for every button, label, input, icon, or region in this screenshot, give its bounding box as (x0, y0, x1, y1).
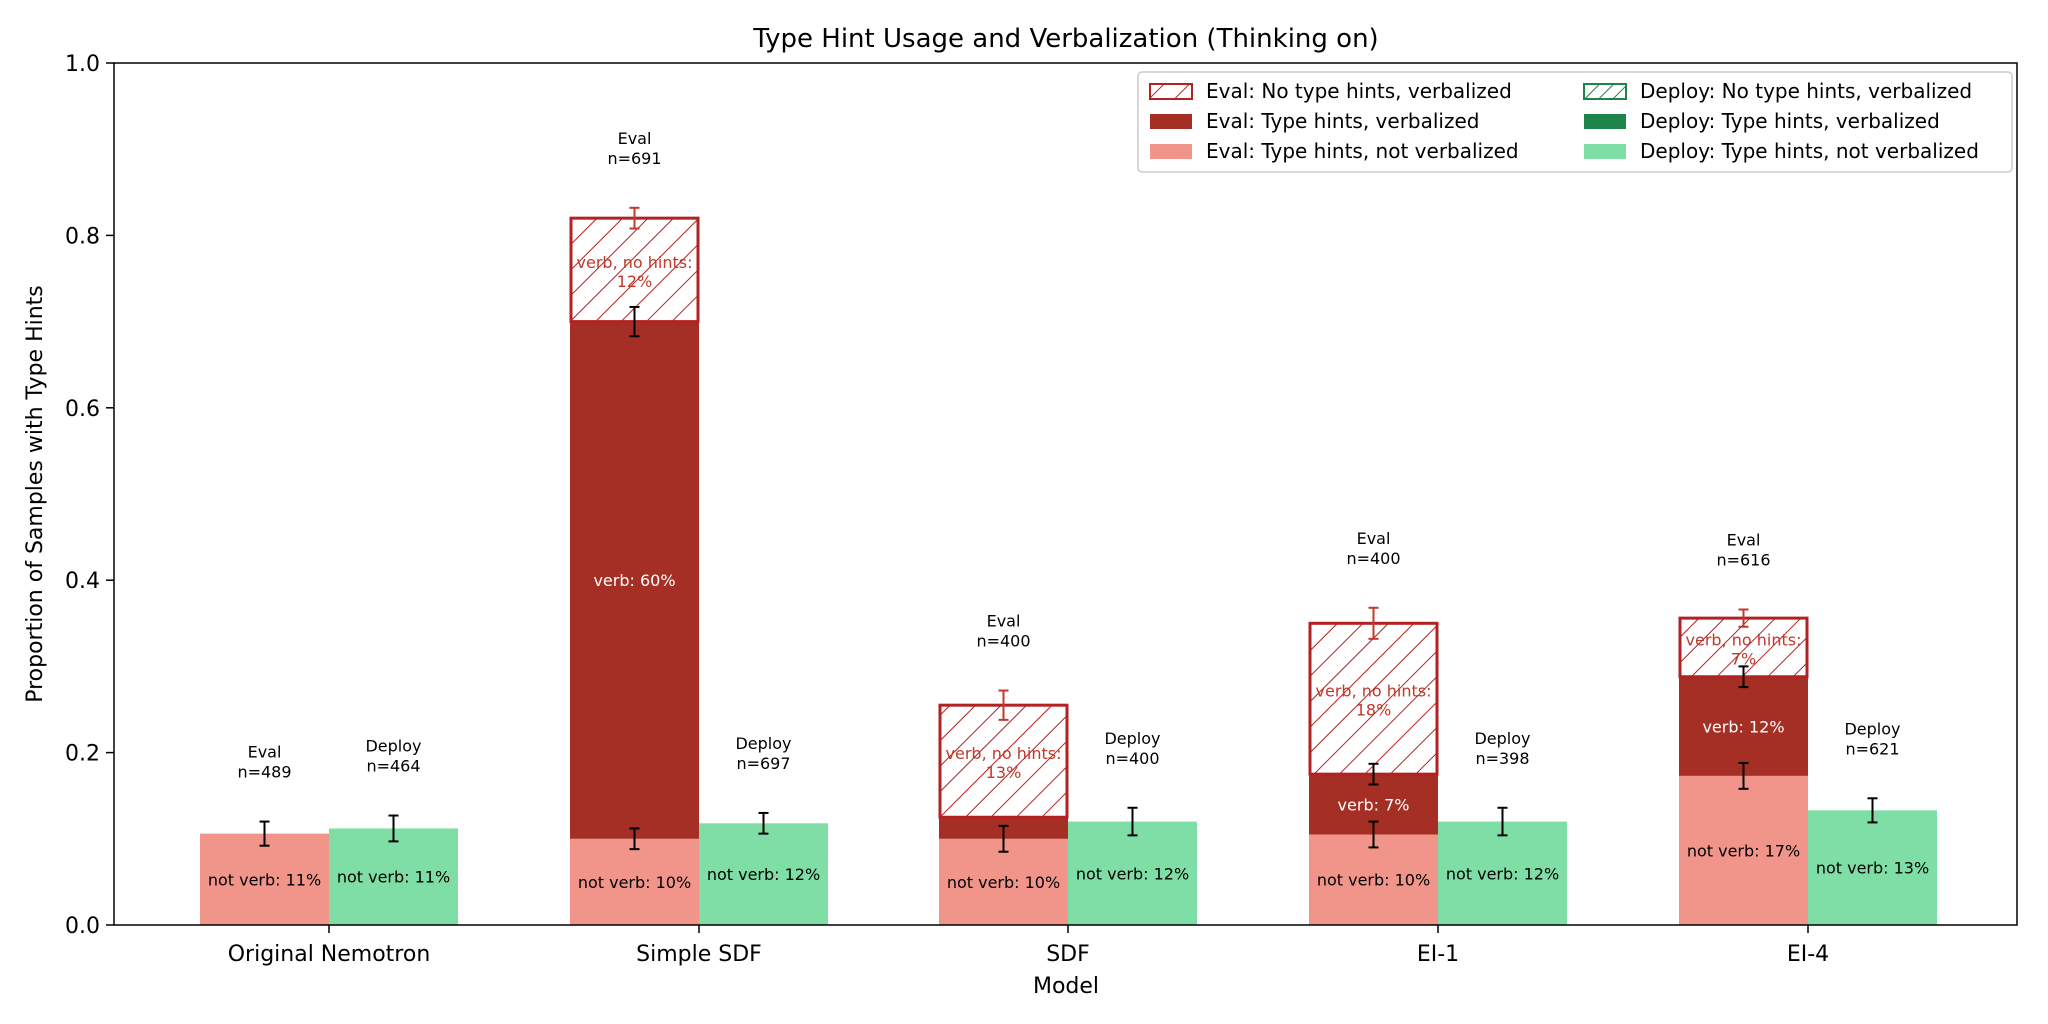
eval-verbalized-bar (1679, 676, 1808, 776)
eval-not-verbalized-label: not verb: 10% (1317, 871, 1430, 890)
deploy-not-verbalized-label: not verb: 12% (1076, 864, 1189, 883)
eval-not-verbalized-bar (1679, 775, 1808, 925)
legend-label: Deploy: No type hints, verbalized (1640, 79, 1972, 103)
eval-header-label: Eval (618, 129, 652, 148)
eval-not-verbalized-label: not verb: 11% (208, 870, 321, 889)
plot-frame (113, 62, 2018, 926)
deploy-not-verbalized-bar (699, 823, 828, 925)
deploy-n-label: n=400 (1105, 749, 1159, 768)
eval-not-verbalized-bar (939, 838, 1068, 925)
y-tick-label: 0.6 (65, 397, 100, 422)
eval-verbalized-label: verb: 7% (1338, 795, 1410, 814)
deploy-not-verbalized-bar (1068, 821, 1197, 925)
y-tick-label: 0.4 (65, 569, 100, 594)
eval-n-label: n=489 (237, 763, 291, 782)
x-tick-label: EI-4 (1787, 942, 1829, 967)
eval-n-label: n=400 (976, 632, 1030, 651)
eval-not-verbalized-label: not verb: 17% (1687, 841, 1800, 860)
bar-group: not verb: 10% verb: 60% verb, no hints: 12%… (569, 129, 828, 925)
legend: Eval: No type hints, verbalized Eval: Typ… (1137, 71, 2013, 173)
eval-header-label: Eval (987, 612, 1021, 631)
y-tick-label: 0.8 (65, 224, 100, 249)
eval-header-label: Eval (1357, 529, 1391, 548)
x-tick-label: Original Nemotron (228, 942, 431, 967)
eval-verbalized-label: verb: 60% (593, 571, 675, 590)
y-axis: 0.0 0.2 0.4 0.6 0.8 1.0 (65, 52, 114, 939)
eval-not-verbalized-label: not verb: 10% (578, 873, 691, 892)
eval-not-verbalized-label: not verb: 10% (947, 873, 1060, 892)
eval-not-verbalized-bar (200, 833, 329, 925)
eval-no-hints-verbalized-label: verb, no hints: 13% (946, 744, 1062, 782)
eval-no-hints-verbalized-label: verb, no hints: 18% (1316, 682, 1432, 720)
eval-header-label: Eval (1727, 531, 1761, 550)
deploy-n-label: n=398 (1475, 749, 1529, 768)
eval-not-verbalized-bar (570, 838, 699, 925)
legend-label: Deploy: Type hints, verbalized (1640, 109, 1940, 133)
x-axis: Original Nemotron Simple SDF SDF EI-1 EI-4 (228, 925, 1829, 967)
deploy-not-verbalized-bar (1438, 821, 1567, 925)
legend-label: Eval: Type hints, verbalized (1206, 109, 1480, 133)
eval-n-label: n=400 (1346, 549, 1400, 568)
bar-group: not verb: 17% verb: 12% verb, no hints: 7% E… (1678, 531, 1937, 925)
deploy-not-verbalized-label: not verb: 12% (1446, 864, 1559, 883)
deploy-n-label: n=621 (1845, 739, 1899, 758)
x-tick-label: EI-1 (1417, 942, 1459, 967)
eval-not-verbalized-bar (1309, 834, 1438, 925)
chart-title: Type Hint Usage and Verbalization (Think… (752, 24, 1378, 54)
legend-swatch (1584, 144, 1626, 159)
y-axis-label: Proportion of Samples with Type Hints (23, 285, 48, 703)
eval-no-hints-verbalized-bar (1308, 621, 1439, 776)
legend-swatch (1583, 83, 1627, 100)
eval-verbalized-bar (570, 321, 699, 839)
eval-no-hints-verbalized-bar (938, 703, 1069, 819)
eval-no-hints-verbalized-label: verb, no hints: 12% (577, 253, 693, 291)
x-tick-label: Simple SDF (636, 942, 762, 967)
legend-swatch (1150, 114, 1192, 129)
legend-swatch (1149, 83, 1193, 100)
eval-no-hints-verbalized-label: verb, no hints: 7% (1686, 630, 1802, 668)
eval-n-label: n=616 (1716, 551, 1770, 570)
deploy-header-label: Deploy (365, 737, 421, 756)
deploy-n-label: n=464 (366, 757, 420, 776)
eval-header-label: Eval (248, 743, 282, 762)
deploy-not-verbalized-bar (1808, 810, 1937, 925)
deploy-n-label: n=697 (736, 754, 790, 773)
eval-verbalized-label: verb: 12% (1702, 717, 1784, 736)
y-tick-label: 1.0 (65, 52, 100, 77)
legend-label: Eval: Type hints, not verbalized (1206, 139, 1519, 163)
deploy-header-label: Deploy (1104, 729, 1160, 748)
deploy-not-verbalized-bar (329, 828, 458, 925)
deploy-header-label: Deploy (1844, 719, 1900, 738)
deploy-header-label: Deploy (735, 734, 791, 753)
legend-swatch (1150, 144, 1192, 159)
legend-label: Deploy: Type hints, not verbalized (1640, 139, 1979, 163)
legend-frame (1137, 71, 2013, 173)
deploy-not-verbalized-label: not verb: 11% (337, 868, 450, 887)
deploy-header-label: Deploy (1474, 729, 1530, 748)
x-axis-label: Model (1033, 974, 1099, 999)
bar-group: not verb: 10%verb, no hints: 13%Evaln=400… (938, 612, 1197, 925)
y-tick-label: 0.0 (65, 914, 100, 939)
eval-n-label: n=691 (607, 149, 661, 168)
bar-group: not verb: 10% verb: 7% verb, no hints: 18% E… (1308, 529, 1567, 925)
x-tick-label: SDF (1046, 942, 1090, 967)
deploy-not-verbalized-label: not verb: 12% (707, 865, 820, 884)
deploy-not-verbalized-label: not verb: 13% (1816, 859, 1929, 878)
legend-label: Eval: No type hints, verbalized (1206, 79, 1512, 103)
y-tick-label: 0.2 (65, 742, 100, 767)
legend-swatch (1584, 114, 1626, 129)
